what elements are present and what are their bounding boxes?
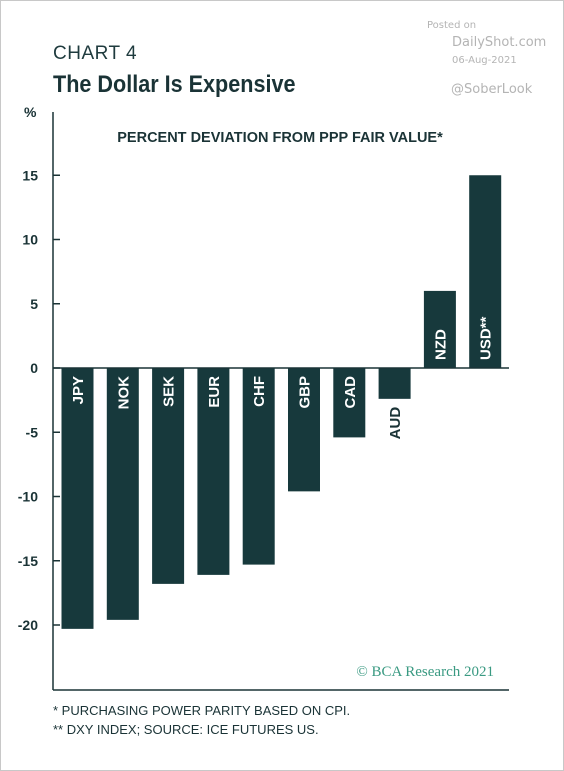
y-axis-unit: % <box>24 104 37 120</box>
category-label-cad: CAD <box>342 376 359 409</box>
category-label-jpy: JPY <box>70 376 87 404</box>
watermark-handle: @SoberLook <box>451 82 533 97</box>
y-tick-label: -10 <box>18 489 38 505</box>
category-label-nok: NOK <box>115 376 132 410</box>
bar-chf <box>242 368 275 565</box>
category-label-chf: CHF <box>251 376 268 407</box>
y-tick-label: 0 <box>30 360 38 376</box>
copyright-text: © BCA Research 2021 <box>356 664 494 680</box>
category-label-eur: EUR <box>206 376 223 408</box>
y-tick-label: -15 <box>18 553 38 569</box>
bar-gbp <box>288 368 320 492</box>
bar-sek <box>152 368 185 584</box>
watermark-posted: Posted on <box>427 20 477 31</box>
category-label-usd: USD** <box>478 316 495 360</box>
watermark-site: DailyShot.com <box>452 35 547 50</box>
bar-usd <box>469 175 502 368</box>
category-label-gbp: GBP <box>297 376 314 409</box>
category-label-sek: SEK <box>161 376 178 407</box>
bar-jpy <box>61 368 94 629</box>
bar-cad <box>333 368 366 438</box>
chart-subtitle: PERCENT DEVIATION FROM PPP FAIR VALUE* <box>117 130 443 146</box>
bar-aud <box>378 368 411 399</box>
y-tick-label: -5 <box>26 424 39 440</box>
y-tick-label: -20 <box>18 617 38 633</box>
chart-label: CHART 4 <box>53 43 138 64</box>
category-label-nzd: NZD <box>432 329 449 360</box>
bar-nzd <box>423 290 456 368</box>
chart-title: The Dollar Is Expensive <box>53 71 296 98</box>
bar-nok <box>106 368 139 620</box>
footnote-2: ** DXY INDEX; SOURCE: ICE FUTURES US. <box>53 722 319 737</box>
y-tick-label: 10 <box>22 232 38 248</box>
watermark-date: 06-Aug-2021 <box>452 55 517 66</box>
category-label-aud: AUD <box>387 407 404 440</box>
bar-eur <box>197 368 230 575</box>
y-tick-label: 15 <box>22 167 38 183</box>
y-tick-label: 5 <box>30 296 38 312</box>
footnote-1: * PURCHASING POWER PARITY BASED ON CPI. <box>53 703 351 718</box>
